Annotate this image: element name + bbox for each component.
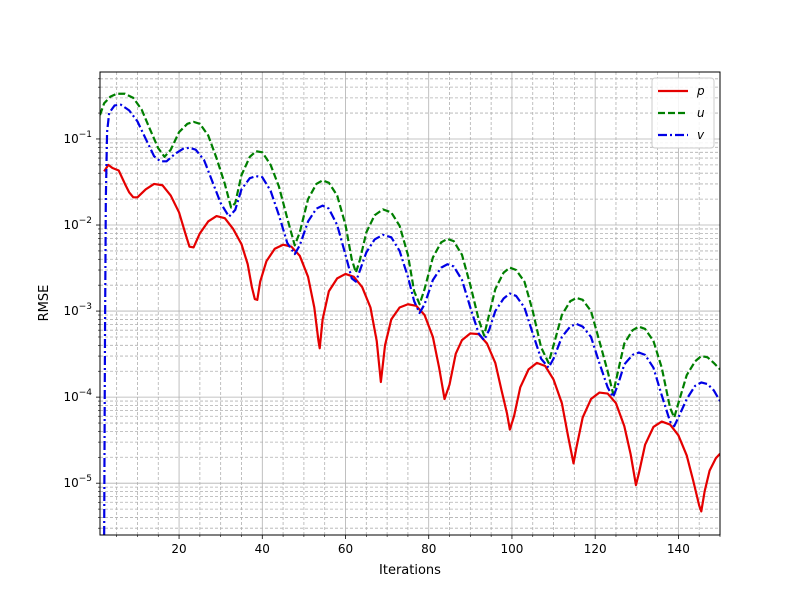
y-tick-label: 10−2 <box>63 216 92 232</box>
axis-ticks: 20 40 60 80 100 120 140 10−5 10−4 10−3 10−2 10−1 <box>63 78 721 556</box>
legend-label-v: v <box>697 128 705 142</box>
x-tick-label: 80 <box>421 542 436 556</box>
y-tick-label: 10−1 <box>63 130 92 146</box>
legend-label-p: p <box>696 84 705 98</box>
y-tick-label: 10−3 <box>63 302 92 318</box>
x-tick-label: 20 <box>171 542 186 556</box>
x-tick-label: 120 <box>584 542 607 556</box>
x-tick-label: 140 <box>667 542 690 556</box>
series-layer <box>100 92 720 535</box>
y-axis-label: RMSE <box>37 285 52 322</box>
series-line-p <box>103 163 720 513</box>
y-tick-label: 10−4 <box>63 388 92 404</box>
x-tick-label: 40 <box>255 542 270 556</box>
series-line-u <box>100 92 720 419</box>
legend: puv <box>651 77 715 149</box>
x-tick-label: 100 <box>500 542 523 556</box>
minor-grid <box>100 72 721 535</box>
major-grid <box>100 72 720 535</box>
series-line-v <box>103 103 720 535</box>
y-tick-label: 10−5 <box>63 474 92 490</box>
plot-frame <box>99 71 721 536</box>
x-tick-label: 60 <box>338 542 353 556</box>
legend-label-u: u <box>697 106 705 120</box>
x-axis-label: Iterations <box>379 563 441 578</box>
